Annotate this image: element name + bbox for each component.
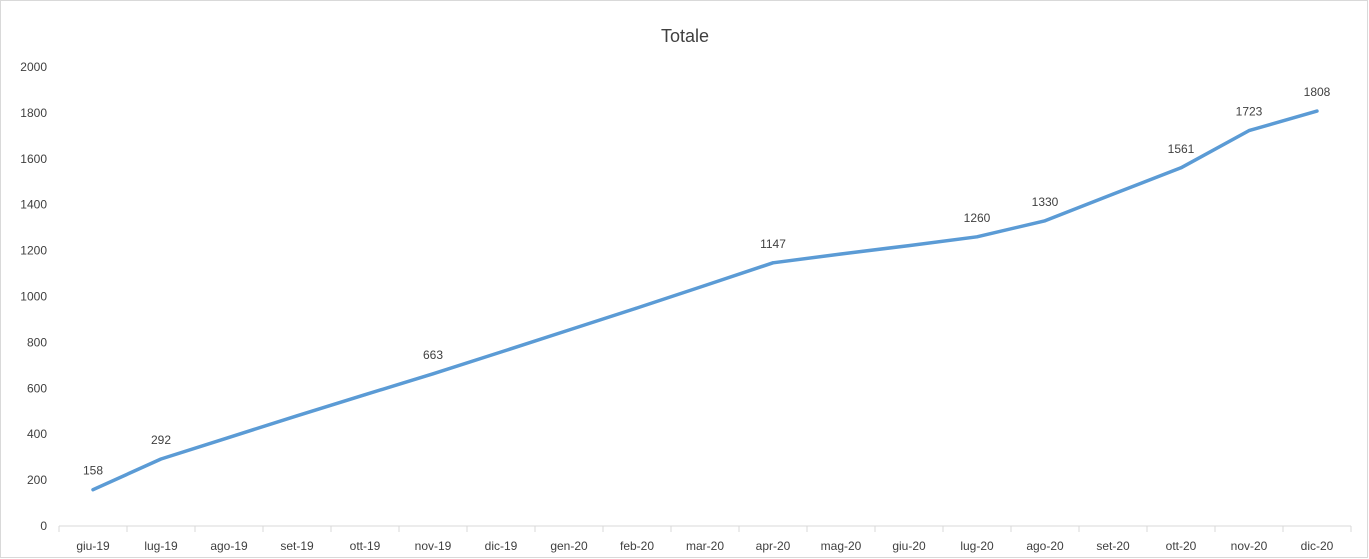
data-label: 1147 [760, 237, 786, 251]
data-point [703, 283, 707, 287]
y-tick-label: 1600 [20, 152, 47, 166]
x-tick-label: dic-19 [485, 539, 518, 553]
x-tick-label: mar-20 [686, 539, 724, 553]
data-point [839, 252, 843, 256]
data-point [227, 435, 231, 439]
data-point [771, 261, 775, 265]
y-tick-label: 1000 [20, 290, 47, 304]
y-tick-label: 800 [27, 335, 47, 349]
y-tick-label: 600 [27, 381, 47, 395]
data-labels: 158 292 663 1147 1260 1330 1561 1723 1808 [83, 85, 1331, 478]
data-label: 1808 [1304, 85, 1331, 99]
data-point [1247, 129, 1251, 133]
x-tick-label: lug-20 [960, 539, 994, 553]
data-point [159, 457, 163, 461]
data-label: 292 [151, 433, 171, 447]
data-point [1111, 192, 1115, 196]
data-point [1315, 109, 1319, 113]
data-point [567, 328, 571, 332]
x-tick-label: set-19 [280, 539, 314, 553]
x-tick-label: ott-19 [350, 539, 381, 553]
data-point [431, 372, 435, 376]
data-point [91, 488, 95, 492]
data-point [295, 414, 299, 418]
data-label: 1260 [964, 211, 991, 225]
x-tick-label: nov-20 [1231, 539, 1268, 553]
data-point [635, 306, 639, 310]
y-axis-tick-labels: 0 200 400 600 800 1000 1200 1400 1600 1800 2000 [20, 60, 47, 533]
x-axis-tick-labels: giu-19 lug-19 ago-19 set-19 ott-19 nov-19 dic-… [76, 539, 1333, 553]
data-label: 1561 [1168, 142, 1195, 156]
data-point [975, 235, 979, 239]
data-point [1043, 219, 1047, 223]
x-tick-label: mag-20 [821, 539, 862, 553]
chart-title: Totale [661, 26, 709, 46]
data-point [1179, 166, 1183, 170]
y-tick-label: 1800 [20, 106, 47, 120]
x-tick-label: set-20 [1096, 539, 1130, 553]
x-tick-label: gen-20 [550, 539, 588, 553]
data-label: 158 [83, 464, 103, 478]
y-tick-label: 2000 [20, 60, 47, 74]
y-tick-label: 1200 [20, 244, 47, 258]
data-label: 663 [423, 348, 443, 362]
x-tick-label: apr-20 [756, 539, 791, 553]
series-group [91, 109, 1319, 492]
x-axis-ticks [58, 526, 1352, 532]
data-point [499, 350, 503, 354]
x-tick-label: feb-20 [620, 539, 654, 553]
x-tick-label: giu-20 [892, 539, 926, 553]
data-point [363, 393, 367, 397]
x-tick-label: ago-20 [1026, 539, 1064, 553]
y-tick-label: 1400 [20, 198, 47, 212]
x-tick-label: ott-20 [1166, 539, 1197, 553]
x-tick-label: dic-20 [1301, 539, 1334, 553]
y-tick-label: 0 [40, 519, 47, 533]
x-tick-label: giu-19 [76, 539, 110, 553]
x-tick-label: ago-19 [210, 539, 248, 553]
data-label: 1723 [1236, 105, 1263, 119]
y-tick-label: 400 [27, 427, 47, 441]
y-tick-label: 200 [27, 473, 47, 487]
x-tick-label: lug-19 [144, 539, 178, 553]
data-label: 1330 [1032, 195, 1059, 209]
data-point [907, 244, 911, 248]
series-line [91, 109, 1319, 492]
x-tick-label: nov-19 [415, 539, 452, 553]
